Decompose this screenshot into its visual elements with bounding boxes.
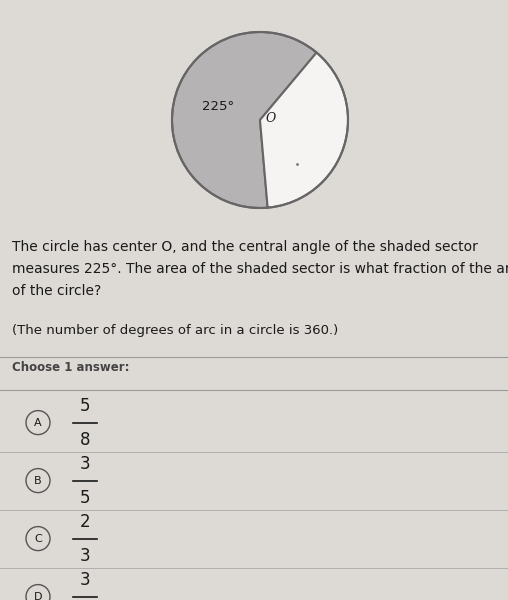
- Text: of the circle?: of the circle?: [12, 284, 101, 298]
- Text: (The number of degrees of arc in a circle is 360.): (The number of degrees of arc in a circl…: [12, 323, 338, 337]
- Text: Choose 1 answer:: Choose 1 answer:: [12, 361, 130, 374]
- Text: The circle has center ​O, and the central angle of the shaded sector: The circle has center ​O, and the centra…: [12, 240, 478, 254]
- Text: measures ​225°. The area of the shaded sector is what fraction of the area: measures ​225°. The area of the shaded s…: [12, 262, 508, 276]
- Text: 5: 5: [80, 488, 90, 506]
- Wedge shape: [172, 32, 316, 208]
- Text: 3: 3: [80, 547, 90, 565]
- Text: O: O: [266, 112, 276, 124]
- Text: A: A: [34, 418, 42, 428]
- Text: D: D: [34, 592, 42, 600]
- Text: 5: 5: [80, 397, 90, 415]
- Text: C: C: [34, 533, 42, 544]
- Text: 3: 3: [80, 455, 90, 473]
- Text: 8: 8: [80, 431, 90, 449]
- Text: B: B: [34, 476, 42, 485]
- Wedge shape: [260, 53, 348, 208]
- Text: 2: 2: [80, 512, 90, 530]
- Text: 3: 3: [80, 571, 90, 589]
- Text: 225°: 225°: [202, 100, 234, 113]
